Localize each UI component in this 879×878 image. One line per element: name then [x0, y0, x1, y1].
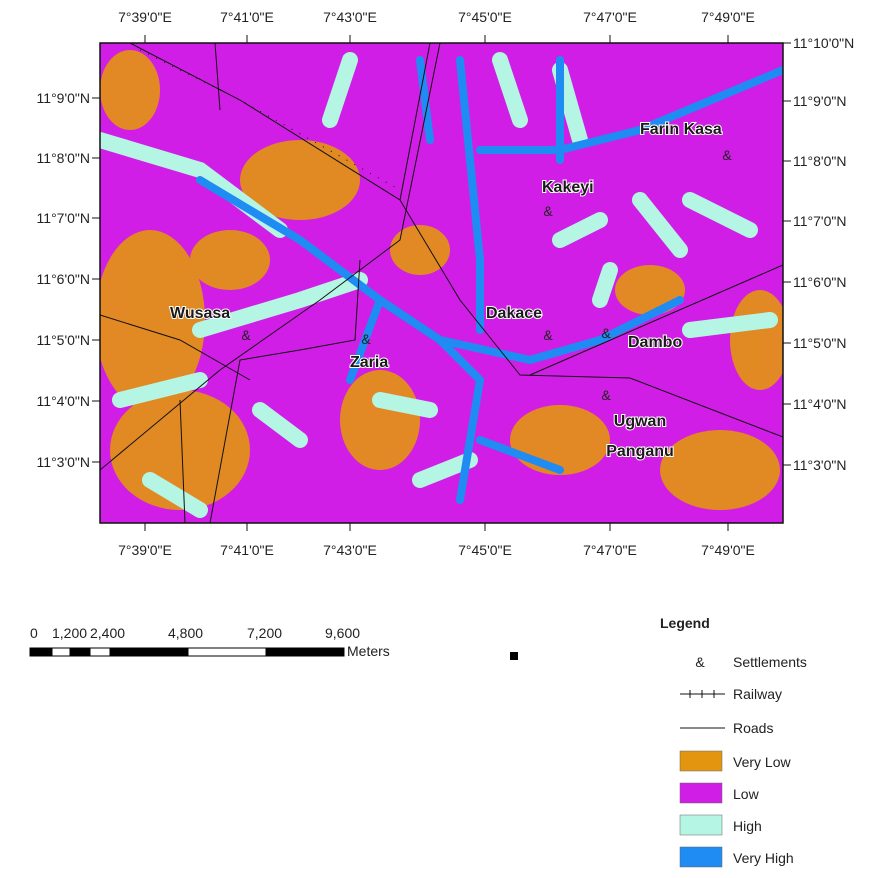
legend-symbol: & — [695, 654, 705, 670]
bottom-coord-label: 7°39'0"E — [118, 542, 172, 558]
scale-segment — [52, 648, 70, 656]
legend-swatch — [680, 847, 722, 867]
scale-label: 2,400 — [90, 625, 125, 641]
left-coord-label: 11°9'0"N — [37, 90, 90, 106]
top-coord-label: 7°49'0"E — [701, 9, 755, 25]
settlement-symbol: & — [722, 147, 732, 163]
right-coord-label: 11°3'0"N — [793, 457, 846, 473]
bottom-coord-label: 7°45'0"E — [458, 542, 512, 558]
scale-label: 1,200 — [52, 625, 87, 641]
marker — [510, 652, 518, 660]
place-label: Ugwan — [614, 413, 666, 430]
left-coord-label: 11°8'0"N — [37, 150, 90, 166]
settlement-symbol: & — [361, 331, 371, 347]
right-coord-label: 11°4'0"N — [793, 396, 846, 412]
scale-label: 4,800 — [168, 625, 203, 641]
scale-segment — [30, 648, 52, 656]
left-coord-label: 11°5'0"N — [37, 332, 90, 348]
scale-segment — [266, 648, 344, 656]
bottom-coord-label: 7°43'0"E — [323, 542, 377, 558]
legend-label: Settlements — [733, 654, 807, 670]
settlement-symbol: & — [601, 325, 611, 341]
settlement-symbol: & — [241, 327, 251, 343]
left-coord-label: 11°3'0"N — [37, 454, 90, 470]
legend-label: Railway — [733, 686, 782, 702]
scale-label: 7,200 — [247, 625, 282, 641]
scale-label: 9,600 — [325, 625, 360, 641]
scale-segment — [110, 648, 188, 656]
right-coord-label: 11°10'0"N — [793, 35, 854, 51]
bottom-coord-label: 7°41'0"E — [220, 542, 274, 558]
scale-unit: Meters — [347, 643, 390, 659]
scale-segment — [90, 648, 110, 656]
place-label: Panganu — [606, 443, 674, 460]
left-coord-label: 11°6'0"N — [37, 271, 90, 287]
left-coord-label: 11°4'0"N — [37, 393, 90, 409]
bottom-coord-label: 7°49'0"E — [701, 542, 755, 558]
place-label: Zaria — [350, 354, 388, 371]
legend-swatch — [680, 783, 722, 803]
place-label: Dakace — [486, 305, 542, 322]
legend-label: Low — [733, 786, 760, 802]
right-coord-label: 11°8'0"N — [793, 153, 846, 169]
right-coord-label: 11°5'0"N — [793, 335, 846, 351]
left-coord-label: 11°7'0"N — [37, 210, 90, 226]
place-label: Dambo — [628, 334, 682, 351]
legend-label: Very Low — [733, 754, 791, 770]
right-coord-label: 11°9'0"N — [793, 93, 846, 109]
place-label: Wusasa — [170, 305, 230, 322]
top-coord-label: 7°41'0"E — [220, 9, 274, 25]
right-coord-label: 11°6'0"N — [793, 274, 846, 290]
settlement-symbol: & — [543, 203, 553, 219]
place-label: Farin Kasa — [640, 121, 722, 138]
scale-label: 0 — [30, 625, 38, 641]
legend-label: Roads — [733, 720, 773, 736]
settlement-symbol: & — [601, 387, 611, 403]
legend-title: Legend — [660, 615, 710, 631]
top-coord-label: 7°39'0"E — [118, 9, 172, 25]
settlement-symbol: & — [543, 327, 553, 343]
legend-swatch — [680, 815, 722, 835]
map-page: 7°39'0"E 7°41'0"E 7°43'0"E 7°45'0"E 7°47'0"E… — [0, 0, 879, 878]
scale-segment — [188, 648, 266, 656]
legend-label: Very High — [733, 850, 794, 866]
scale-segment — [70, 648, 90, 656]
legend-swatch — [680, 751, 722, 771]
top-coord-label: 7°43'0"E — [323, 9, 377, 25]
top-coord-label: 7°47'0"E — [583, 9, 637, 25]
top-coord-label: 7°45'0"E — [458, 9, 512, 25]
raster — [95, 43, 790, 523]
legend-label: High — [733, 818, 762, 834]
bottom-coord-label: 7°47'0"E — [583, 542, 637, 558]
place-label: Kakeyi — [542, 179, 594, 196]
right-coord-label: 11°7'0"N — [793, 213, 846, 229]
